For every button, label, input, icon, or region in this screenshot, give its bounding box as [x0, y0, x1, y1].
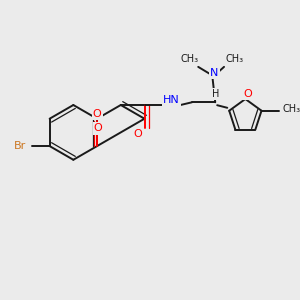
Text: CH₃: CH₃: [180, 54, 199, 64]
Text: O: O: [94, 124, 102, 134]
Text: O: O: [133, 129, 142, 139]
Text: CH₃: CH₃: [282, 104, 300, 114]
Text: HN: HN: [163, 95, 180, 105]
Text: Br: Br: [14, 141, 27, 151]
Text: O: O: [243, 89, 252, 99]
Text: H: H: [212, 89, 219, 100]
Text: O: O: [93, 109, 101, 118]
Text: N: N: [210, 68, 219, 78]
Text: CH₃: CH₃: [226, 54, 244, 64]
